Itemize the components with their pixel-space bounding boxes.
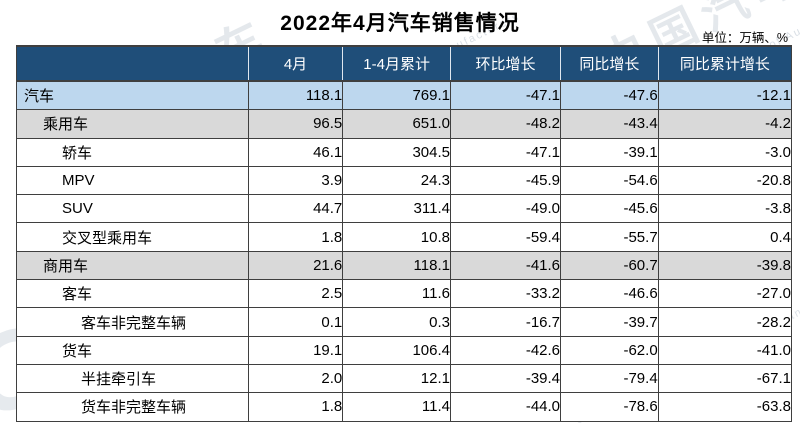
value-cell: -62.0: [560, 336, 659, 365]
value-cell: 0.1: [248, 307, 344, 337]
value-cell: -12.1: [658, 81, 793, 111]
unit-label: 单位：万辆、%: [701, 31, 788, 45]
value-cell: 24.3: [342, 166, 451, 196]
value-cell: -33.2: [450, 279, 562, 309]
value-cell: -42.6: [450, 336, 562, 365]
page-title: 2022年4月汽车销售情况: [280, 12, 520, 35]
row-label: SUV: [16, 194, 249, 224]
value-cell: -47.1: [450, 138, 562, 167]
corner-header: [16, 46, 249, 81]
value-cell: -46.6: [560, 279, 659, 309]
value-cell: 44.7: [248, 194, 344, 224]
value-cell: 21.6: [248, 251, 344, 281]
value-cell: -16.7: [450, 307, 562, 337]
value-cell: -39.8: [658, 251, 793, 281]
value-cell: -4.2: [658, 109, 793, 139]
table-row: 汽车 118.1 769.1 -47.1 -47.6 -12.1: [16, 81, 793, 111]
table-row: MPV 3.9 24.3 -45.9 -54.6 -20.8: [16, 166, 793, 196]
value-cell: 3.9: [248, 166, 344, 196]
value-cell: -43.4: [560, 109, 659, 139]
table-row: SUV 44.7 311.4 -49.0 -45.6 -3.8: [16, 194, 793, 224]
table-row: 乘用车 96.5 651.0 -48.2 -43.4 -4.2: [16, 109, 793, 139]
value-cell: 651.0: [342, 109, 451, 139]
value-cell: 118.1: [342, 251, 451, 281]
value-cell: -39.4: [450, 364, 562, 394]
column-header: 同比累计增长: [658, 46, 793, 81]
row-label: 客车: [16, 279, 249, 309]
value-cell: -67.1: [658, 364, 793, 394]
table-row: 货车 19.1 106.4 -42.6 -62.0 -41.0: [16, 336, 793, 365]
value-cell: 304.5: [342, 138, 451, 167]
value-cell: -47.1: [450, 81, 562, 111]
row-label: 汽车: [16, 81, 249, 111]
report-content: 2022年4月汽车销售情况 单位：万辆、% 4月 1-4月累计 环比增长 同比增长 同比…: [0, 0, 800, 422]
row-label: 货车: [16, 336, 249, 365]
value-cell: -39.1: [560, 138, 659, 167]
row-label: 商用车: [16, 251, 249, 281]
row-label: 货车非完整车辆: [16, 392, 249, 422]
column-header: 1-4月累计: [342, 46, 451, 81]
value-cell: 0.3: [342, 307, 451, 337]
value-cell: -3.0: [658, 138, 793, 167]
value-cell: -63.8: [658, 392, 793, 422]
value-cell: -49.0: [450, 194, 562, 224]
value-cell: 19.1: [248, 336, 344, 365]
value-cell: -55.7: [560, 222, 659, 252]
value-cell: 96.5: [248, 109, 344, 139]
value-cell: -59.4: [450, 222, 562, 252]
table-row: 客车 2.5 11.6 -33.2 -46.6 -27.0: [16, 279, 793, 309]
value-cell: 311.4: [342, 194, 451, 224]
row-label: 轿车: [16, 138, 249, 167]
value-cell: -28.2: [658, 307, 793, 337]
header-row: 4月 1-4月累计 环比增长 同比增长 同比累计增长: [16, 46, 793, 81]
column-header: 环比增长: [450, 46, 562, 81]
value-cell: 0.4: [658, 222, 793, 252]
table-body: 汽车 118.1 769.1 -47.1 -47.6 -12.1 乘用车 96.5 651.0-…: [16, 81, 793, 422]
table-row: 交叉型乘用车 1.8 10.8 -59.4 -55.7 0.4: [16, 222, 793, 252]
row-label: 客车非完整车辆: [16, 307, 249, 337]
value-cell: 12.1: [342, 364, 451, 394]
table-row: 轿车 46.1 304.5 -47.1 -39.1 -3.0: [16, 138, 793, 167]
value-cell: 106.4: [342, 336, 451, 365]
value-cell: 2.5: [248, 279, 344, 309]
value-cell: 11.4: [342, 392, 451, 422]
value-cell: 2.0: [248, 364, 344, 394]
value-cell: 11.6: [342, 279, 451, 309]
value-cell: -39.7: [560, 307, 659, 337]
value-cell: -60.7: [560, 251, 659, 281]
value-cell: 46.1: [248, 138, 344, 167]
table-row: 半挂牵引车 2.0 12.1 -39.4 -79.4 -67.1: [16, 364, 793, 394]
row-label: MPV: [16, 166, 249, 196]
value-cell: 1.8: [248, 222, 344, 252]
row-label: 半挂牵引车: [16, 364, 249, 394]
value-cell: -47.6: [560, 81, 659, 111]
column-header: 同比增长: [560, 46, 659, 81]
value-cell: -41.6: [450, 251, 562, 281]
value-cell: -45.6: [560, 194, 659, 224]
row-label: 乘用车: [16, 109, 249, 139]
table-row: 商用车 21.6 118.1 -41.6 -60.7 -39.8: [16, 251, 793, 281]
value-cell: -54.6: [560, 166, 659, 196]
row-label: 交叉型乘用车: [16, 222, 249, 252]
sales-table: 4月 1-4月累计 环比增长 同比增长 同比累计增长 汽车 118.1 769.1 -47.1…: [16, 45, 793, 422]
value-cell: -48.2: [450, 109, 562, 139]
value-cell: 769.1: [342, 81, 451, 111]
value-cell: 1.8: [248, 392, 344, 422]
value-cell: 118.1: [248, 81, 344, 111]
value-cell: -44.0: [450, 392, 562, 422]
value-cell: -27.0: [658, 279, 793, 309]
value-cell: -3.8: [658, 194, 793, 224]
value-cell: -20.8: [658, 166, 793, 196]
column-header: 4月: [248, 46, 344, 81]
value-cell: -79.4: [560, 364, 659, 394]
value-cell: -41.0: [658, 336, 793, 365]
value-cell: -78.6: [560, 392, 659, 422]
table-row: 货车非完整车辆 1.8 11.4 -44.0 -78.6 -63.8: [16, 392, 793, 422]
value-cell: 10.8: [342, 222, 451, 252]
value-cell: -45.9: [450, 166, 562, 196]
table-row: 客车非完整车辆 0.1 0.3 -16.7 -39.7 -28.2: [16, 307, 793, 337]
